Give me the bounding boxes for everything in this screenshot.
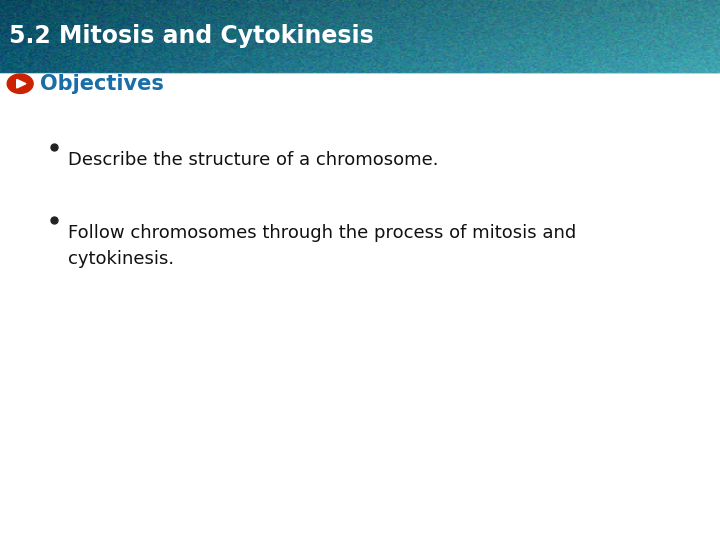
Text: 5.2 Mitosis and Cytokinesis: 5.2 Mitosis and Cytokinesis: [9, 24, 374, 49]
Polygon shape: [17, 79, 26, 88]
Text: Objectives: Objectives: [40, 73, 164, 94]
Text: Follow chromosomes through the process of mitosis and
cytokinesis.: Follow chromosomes through the process o…: [68, 224, 577, 268]
Text: Describe the structure of a chromosome.: Describe the structure of a chromosome.: [68, 151, 439, 169]
Circle shape: [7, 74, 33, 93]
